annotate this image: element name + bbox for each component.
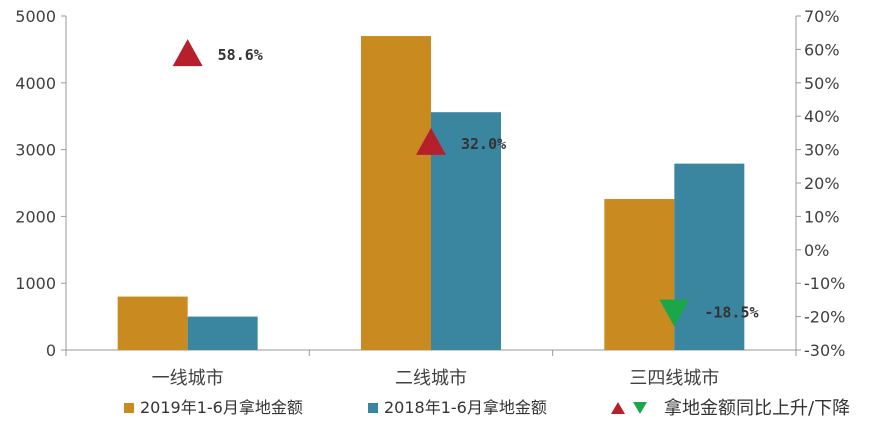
right-tick-label: 10% — [804, 207, 840, 226]
yoy-up-marker — [416, 127, 446, 155]
yoy-down-marker — [659, 299, 690, 327]
axes: 0 1000 2000 3000 4000 5000 -30% -20% -10% 0% 10% 20… — [15, 7, 845, 389]
right-tick-label: 40% — [804, 107, 840, 126]
bar-2018 — [674, 163, 745, 350]
bars — [117, 36, 745, 350]
yoy-label: -18.5% — [704, 304, 758, 322]
left-tick-label: 3000 — [15, 141, 56, 160]
left-tick-label: 2000 — [15, 207, 56, 226]
left-tick-label: 5000 — [15, 7, 56, 26]
legend-label-2018: 2018年1-6月拿地金额 — [384, 398, 547, 417]
right-tick-label: -20% — [804, 308, 845, 327]
bar-2019 — [604, 199, 675, 350]
right-tick-label: 0% — [804, 241, 829, 260]
right-tick-label: 70% — [804, 7, 840, 26]
category-label: 二线城市 — [395, 368, 467, 389]
right-tick-label: -10% — [804, 274, 845, 293]
legend-down-triangle-icon — [633, 402, 647, 414]
right-tick-label: 30% — [804, 141, 840, 160]
left-tick-label: 1000 — [15, 274, 56, 293]
legend-swatch-2018 — [368, 403, 378, 413]
category-label: 一线城市 — [152, 368, 224, 389]
bar-2018 — [187, 316, 258, 350]
right-tick-label: 50% — [804, 74, 840, 93]
legend-up-triangle-icon — [611, 402, 625, 414]
category-label: 三四线城市 — [629, 368, 719, 389]
yoy-label: 32.0% — [461, 135, 506, 153]
right-tick-label: -30% — [804, 341, 845, 360]
legend-label-yoy: 拿地金额同比上升/下降 — [664, 397, 850, 419]
right-tick-label: 20% — [804, 174, 840, 193]
yoy-label: 58.6% — [218, 46, 263, 64]
yoy-up-marker — [172, 39, 203, 67]
right-tick-label: 60% — [804, 40, 840, 59]
bar-2019 — [117, 296, 188, 350]
left-tick-label: 0 — [46, 341, 56, 360]
legend: 2019年1-6月拿地金额 2018年1-6月拿地金额 拿地金额同比上升/下降 — [124, 397, 850, 419]
legend-swatch-2019 — [124, 403, 134, 413]
bar-2019 — [361, 36, 431, 350]
legend-label-2019: 2019年1-6月拿地金额 — [140, 398, 303, 417]
yoy-markers: 58.6% 32.0% -18.5% — [172, 39, 759, 327]
left-tick-label: 4000 — [15, 74, 56, 93]
